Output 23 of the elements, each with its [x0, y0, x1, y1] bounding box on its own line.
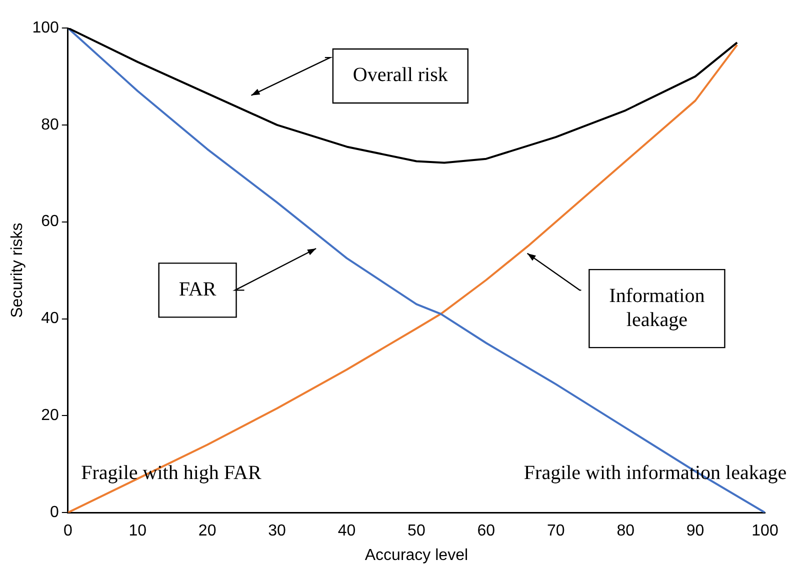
y-tick-label: 40	[41, 310, 59, 328]
x-tick-label: 30	[268, 522, 286, 540]
x-tick-label: 90	[686, 522, 704, 540]
y-tick-label: 80	[41, 116, 59, 134]
y-tick-label: 100	[32, 19, 59, 36]
annotation: Fragile with high FAR	[81, 462, 262, 484]
annotation: Information leakage	[609, 284, 705, 331]
y-axis-title: Security risks	[9, 222, 26, 318]
y-tick-label: 0	[50, 504, 59, 522]
y-tick-label: 60	[41, 213, 59, 230]
x-axis-title: Accuracy level	[364, 546, 468, 564]
x-tick-label: 10	[128, 522, 147, 540]
annotation: FAR	[178, 278, 217, 300]
x-tick-label: 0	[63, 522, 72, 540]
x-tick-label: 70	[546, 522, 565, 540]
x-tick-label: 20	[198, 522, 216, 540]
y-tick-label: 20	[41, 407, 59, 424]
x-tick-label: 100	[752, 522, 778, 540]
x-tick-label: 40	[338, 522, 356, 540]
annotation: Overall risk	[352, 64, 448, 86]
x-tick-label: 80	[616, 522, 635, 540]
x-tick-label: 60	[477, 522, 496, 540]
x-tick-label: 50	[408, 522, 426, 540]
